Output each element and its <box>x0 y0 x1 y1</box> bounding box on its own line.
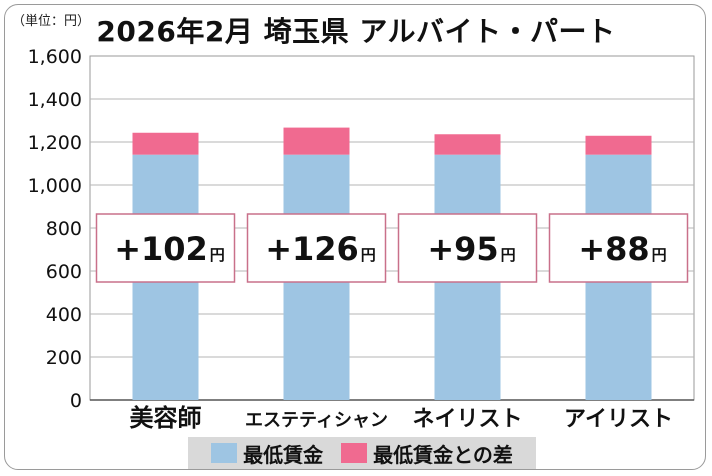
legend-swatch-diff <box>341 443 368 463</box>
y-tick-label: 1,000 <box>28 175 82 197</box>
y-tick-label: 600 <box>46 261 82 283</box>
diff-callout-label: +102 円 <box>114 230 225 268</box>
legend-swatch-min-wage <box>211 443 238 463</box>
diff-callout-box <box>548 213 689 283</box>
diff-value: +102 <box>114 230 208 268</box>
legend-item-min-wage: 最低賃金 <box>211 439 323 468</box>
diff-value: +126 <box>265 230 359 268</box>
y-tick-label: 1,400 <box>28 89 82 111</box>
y-tick-label: 800 <box>46 218 82 240</box>
legend-label-min-wage: 最低賃金 <box>243 442 324 467</box>
diff-value: +88 <box>578 230 649 268</box>
legend-item-diff: 最低賃金との差 <box>341 439 513 468</box>
diff-callout-label: +126 円 <box>265 230 376 268</box>
chart-title: 2026年2月 埼玉県 アルバイト・パート <box>96 15 616 48</box>
x-category-label: ネイリスト <box>412 407 522 432</box>
y-tick-label: 0 <box>70 390 82 412</box>
diff-value: +95 <box>427 230 498 268</box>
diff-unit: 円 <box>501 246 516 264</box>
diff-callout-box <box>246 213 387 283</box>
unit-label: （単位：円） <box>12 14 91 29</box>
y-tick-label: 400 <box>46 304 82 326</box>
diff-unit: 円 <box>652 246 667 264</box>
diff-unit: 円 <box>210 246 225 264</box>
x-category-label: 美容師 <box>130 404 202 432</box>
bar-diff <box>585 135 652 155</box>
legend: 最低賃金 最低賃金との差 <box>188 437 536 469</box>
diff-callout-box <box>397 213 538 283</box>
legend-label-diff: 最低賃金との差 <box>373 442 513 467</box>
diff-callout-box <box>95 213 236 283</box>
diff-callout-label: +88 円 <box>578 230 666 268</box>
y-tick-label: 1,600 <box>28 46 82 68</box>
diff-callout-label: +95 円 <box>427 230 515 268</box>
bar-diff <box>283 127 350 155</box>
diff-unit: 円 <box>361 246 376 264</box>
bar-diff <box>434 134 501 155</box>
x-category-label: エステティシャン <box>245 410 388 431</box>
y-tick-label: 1,200 <box>28 132 82 154</box>
x-category-label: アイリスト <box>564 407 673 432</box>
y-tick-label: 200 <box>46 347 82 369</box>
bar-diff <box>132 132 199 155</box>
